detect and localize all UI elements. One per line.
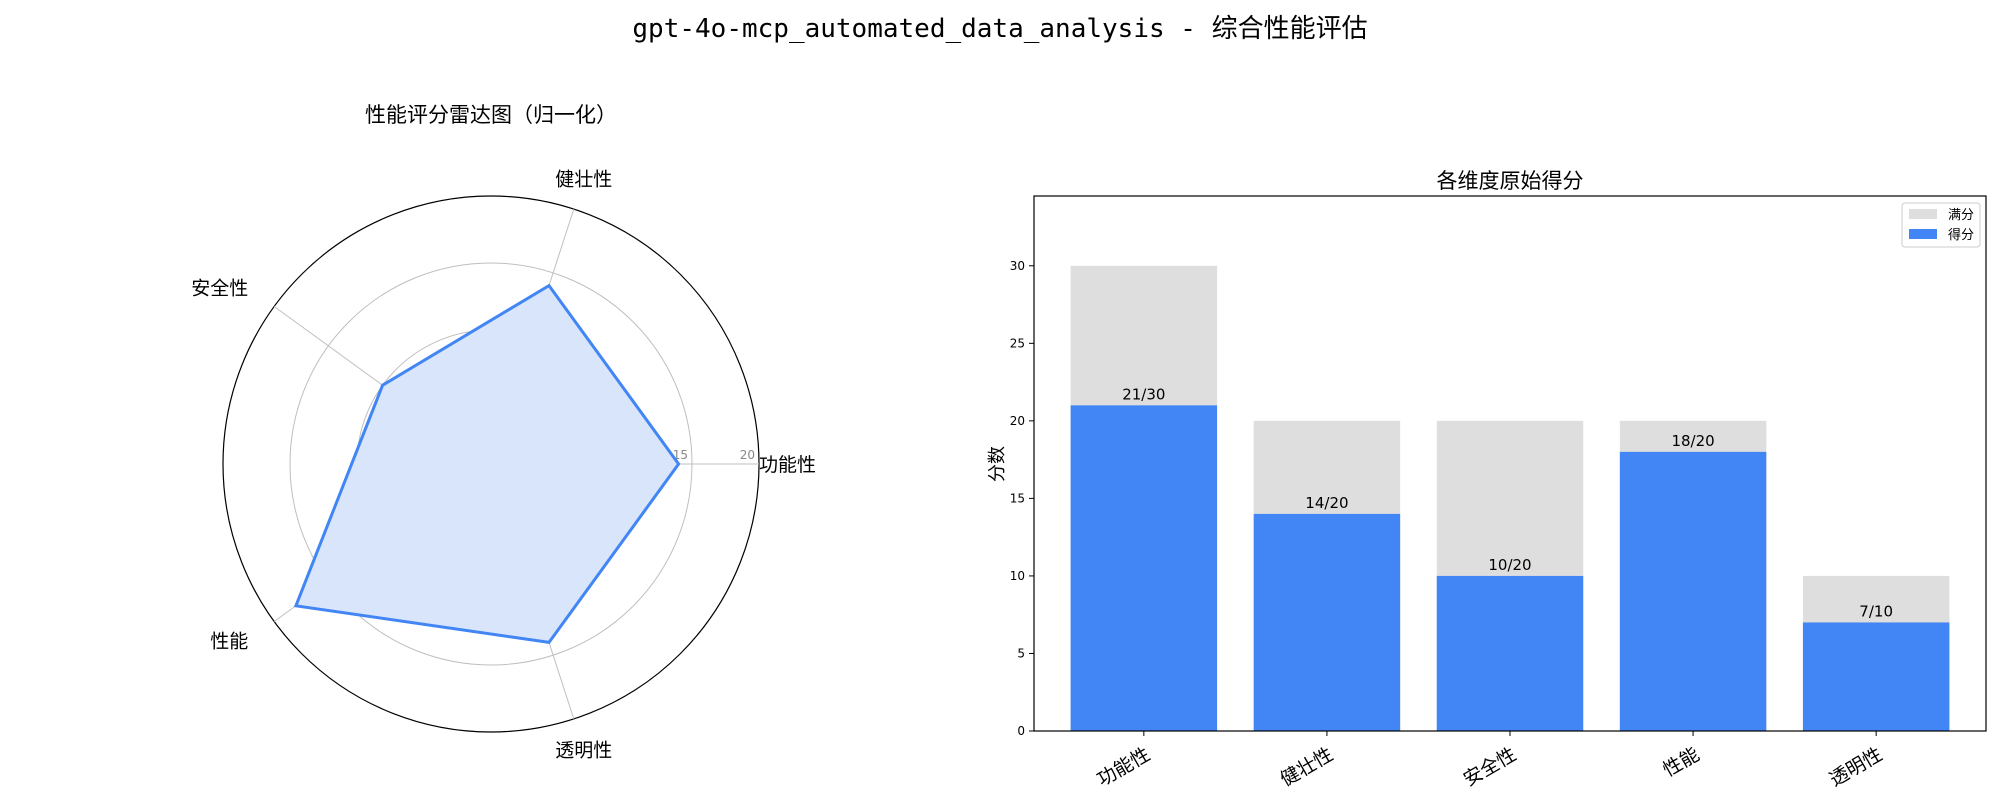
radar-axis-label: 安全性	[191, 278, 248, 300]
radar-r-tick-label: 15	[673, 448, 688, 462]
bar-score	[1253, 513, 1401, 731]
bar-data-label: 21/30	[1122, 385, 1165, 403]
x-tick-label: 性能	[1659, 743, 1703, 781]
x-tick-label: 安全性	[1460, 743, 1520, 791]
y-tick-label: 15	[1010, 491, 1025, 505]
bar-y-axis: 0 5 10 15 20 25 30	[1010, 259, 1034, 738]
bar-score	[1619, 451, 1767, 731]
x-tick-label: 功能性	[1094, 743, 1154, 791]
radar-axis-label: 健壮性	[555, 169, 612, 191]
radar-r-tick-label: 20	[740, 448, 755, 462]
legend-label-score: 得分	[1948, 227, 1974, 243]
bar-legend: 满分 得分	[1901, 202, 1981, 248]
y-tick-label: 20	[1010, 414, 1025, 428]
legend-swatch-score	[1909, 229, 1937, 239]
y-tick-label: 5	[1017, 646, 1025, 660]
bar-marks: 21/30 14/20 10/20 18/20 7/10	[1070, 265, 1950, 731]
bar-score	[1436, 575, 1584, 731]
legend-swatch-full	[1909, 209, 1937, 219]
bar-score	[1070, 405, 1218, 731]
radar-data	[293, 283, 681, 645]
bar-score	[1802, 622, 1950, 731]
y-tick-label: 25	[1010, 336, 1025, 350]
x-tick-label: 健壮性	[1277, 743, 1337, 791]
bar-chart: 各维度原始得分 21/30 14/20 10/20 18/20 7/10 0 5 10 15 2…	[987, 169, 1987, 791]
bar-data-label: 7/10	[1859, 602, 1893, 620]
figure-title: gpt-4o-mcp_automated_data_analysis - 综合性…	[632, 14, 1367, 44]
y-tick-label: 10	[1010, 569, 1025, 583]
radar-axis-label: 透明性	[555, 739, 612, 761]
radar-axis-label: 功能性	[759, 454, 816, 476]
radar-axis-label: 性能	[210, 630, 248, 652]
bar-title: 各维度原始得分	[1437, 169, 1584, 193]
y-tick-label: 0	[1017, 724, 1025, 738]
radar-area	[295, 285, 679, 643]
bar-data-label: 14/20	[1305, 494, 1348, 512]
bar-x-axis: 功能性 健壮性 安全性 性能 透明性	[1094, 731, 1886, 791]
bar-data-label: 10/20	[1488, 556, 1531, 574]
radar-series-line	[293, 283, 681, 645]
y-tick-label: 30	[1010, 259, 1025, 273]
bar-data-label: 18/20	[1671, 432, 1714, 450]
bar-ylabel: 分数	[987, 446, 1008, 482]
legend-label-full: 满分	[1948, 208, 1974, 223]
radar-title: 性能评分雷达图（归一化）	[365, 103, 617, 127]
x-tick-label: 透明性	[1826, 743, 1886, 791]
